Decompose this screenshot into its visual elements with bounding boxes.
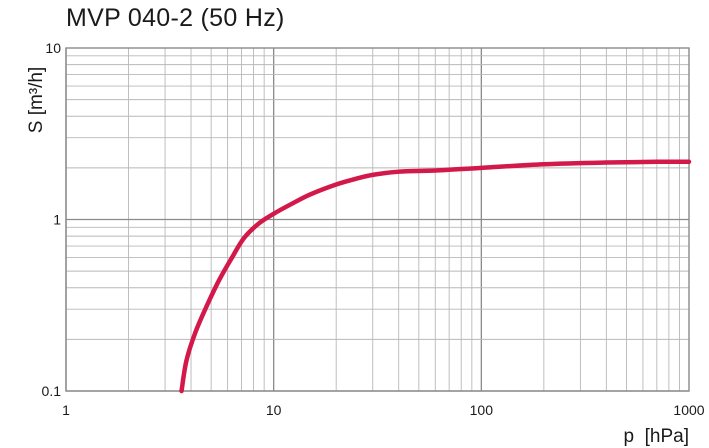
plot-frame: [65, 47, 690, 392]
x-tick-label: 100: [470, 402, 494, 418]
x-tick-label: 1: [62, 402, 70, 418]
y-tick-label: 0.1: [42, 383, 62, 399]
grid: [65, 48, 689, 392]
series-line-pumping-speed: [179, 159, 692, 394]
x-tick-label: 1000: [673, 402, 704, 418]
y-tick-label: 10: [45, 40, 61, 56]
x-tick-labels: 1 10 100 1000: [62, 402, 705, 418]
x-axis-label: p [hPa]: [624, 426, 690, 447]
y-axis-label: S [m³/h]: [26, 67, 47, 134]
chart-title: MVP 040-2 (50 Hz): [66, 4, 285, 32]
y-tick-labels: 0.1 1 10: [42, 40, 62, 399]
y-tick-label: 1: [53, 212, 61, 228]
x-tick-label: 10: [266, 402, 282, 418]
